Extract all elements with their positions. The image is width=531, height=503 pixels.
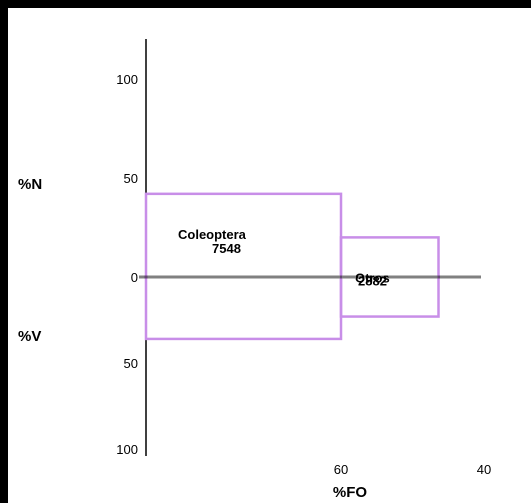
y-tick-top-100: 100 [116, 72, 138, 87]
box-value-otros: 2882 [358, 274, 387, 289]
y-label-top: %N [18, 176, 42, 193]
x-label: %FO [333, 484, 368, 501]
ticks-group: 100 50 0 50 100 60 40 [116, 72, 491, 477]
y-tick-bottom-100: 100 [116, 442, 138, 457]
y-label-bottom: %V [18, 328, 41, 345]
box-value-coleoptera: 7548 [212, 241, 241, 256]
y-tick-bottom-50: 50 [124, 356, 138, 371]
y-tick-top-50: 50 [124, 171, 138, 186]
box-name-otros: Otros [355, 270, 390, 285]
boxes-group [144, 192, 440, 341]
y-tick-top-0: 0 [131, 270, 138, 285]
box-name-coleoptera: Coleoptera [178, 227, 247, 242]
x-tick-40: 40 [477, 462, 491, 477]
box-coleoptera [144, 192, 343, 341]
x-tick-60: 60 [334, 462, 348, 477]
